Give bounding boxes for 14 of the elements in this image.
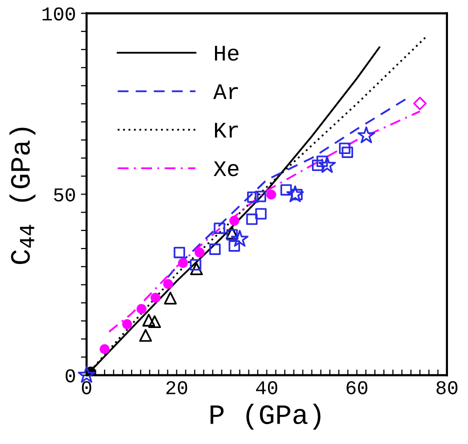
y-tick-label: 100 [42, 7, 75, 21]
y-axis-title: C$_{44}$ (GPa) [9, 128, 36, 264]
x-axis-title: P (GPa) [210, 404, 320, 430]
legend-label: Ar [213, 84, 238, 100]
legend-label: Kr [215, 122, 238, 138]
x-tick-label: 20 [166, 381, 188, 394]
x-tick-label: 60 [346, 381, 368, 394]
y-tick-label: 50 [54, 188, 75, 202]
y-tick-label: 0 [66, 369, 75, 382]
legend-label: He [215, 46, 238, 61]
x-tick-label: 40 [256, 381, 278, 394]
x-tick-label: 80 [436, 381, 458, 394]
legend-label: Xe [214, 161, 238, 176]
x-tick-label: 0 [82, 381, 92, 394]
